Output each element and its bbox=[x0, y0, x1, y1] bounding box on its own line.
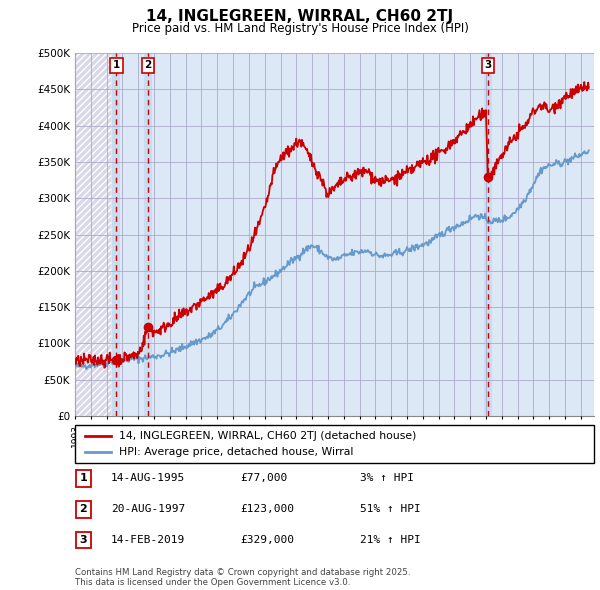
Text: 2: 2 bbox=[80, 504, 87, 514]
Text: 20-AUG-1997: 20-AUG-1997 bbox=[111, 504, 185, 514]
Text: 1: 1 bbox=[113, 60, 120, 70]
Text: 2: 2 bbox=[145, 60, 152, 70]
Text: 51% ↑ HPI: 51% ↑ HPI bbox=[360, 504, 421, 514]
Text: 3: 3 bbox=[484, 60, 491, 70]
Text: £123,000: £123,000 bbox=[240, 504, 294, 514]
Text: Price paid vs. HM Land Registry's House Price Index (HPI): Price paid vs. HM Land Registry's House … bbox=[131, 22, 469, 35]
Text: 14-AUG-1995: 14-AUG-1995 bbox=[111, 474, 185, 483]
Text: 14, INGLEGREEN, WIRRAL, CH60 2TJ: 14, INGLEGREEN, WIRRAL, CH60 2TJ bbox=[146, 9, 454, 24]
Text: £329,000: £329,000 bbox=[240, 535, 294, 545]
Text: Contains HM Land Registry data © Crown copyright and database right 2025.
This d: Contains HM Land Registry data © Crown c… bbox=[75, 568, 410, 587]
Text: 14-FEB-2019: 14-FEB-2019 bbox=[111, 535, 185, 545]
Text: 1: 1 bbox=[80, 474, 87, 483]
Text: 3% ↑ HPI: 3% ↑ HPI bbox=[360, 474, 414, 483]
Text: 3: 3 bbox=[80, 535, 87, 545]
Text: 14, INGLEGREEN, WIRRAL, CH60 2TJ (detached house): 14, INGLEGREEN, WIRRAL, CH60 2TJ (detach… bbox=[119, 431, 416, 441]
Bar bbox=[144, 53, 152, 416]
Text: 21% ↑ HPI: 21% ↑ HPI bbox=[360, 535, 421, 545]
Bar bbox=[112, 53, 121, 416]
Bar bbox=[484, 53, 492, 416]
Bar bbox=[75, 53, 112, 416]
Text: HPI: Average price, detached house, Wirral: HPI: Average price, detached house, Wirr… bbox=[119, 447, 353, 457]
Text: £77,000: £77,000 bbox=[240, 474, 287, 483]
